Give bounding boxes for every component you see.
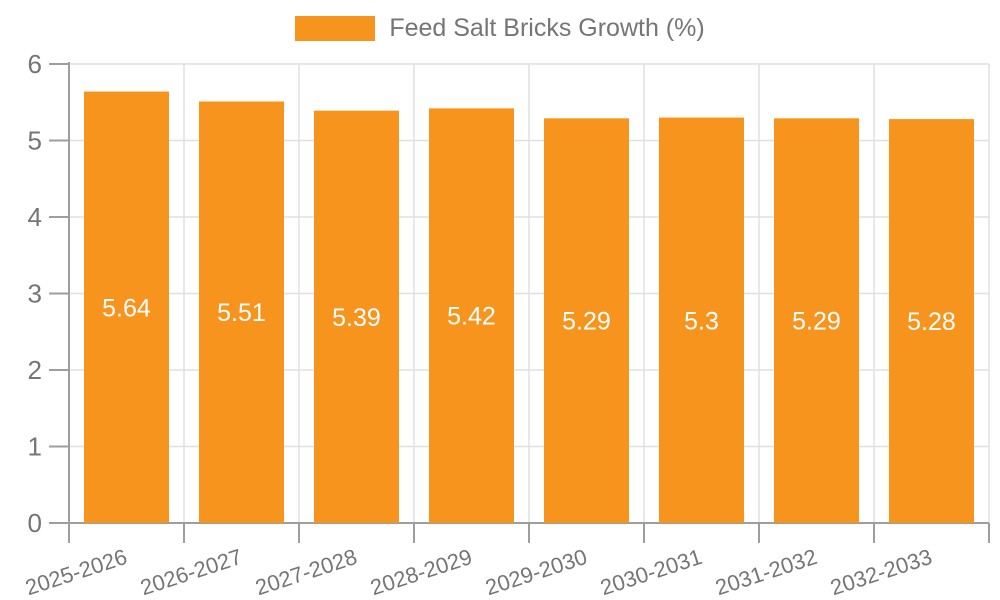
- legend-label: Feed Salt Bricks Growth (%): [389, 14, 705, 42]
- y-axis-tick-label: 4: [28, 202, 42, 232]
- legend-swatch: [295, 16, 376, 41]
- bar: [314, 110, 399, 523]
- bar-value-label: 5.51: [217, 299, 266, 327]
- x-axis-tick-label: 2027-2028: [252, 544, 360, 600]
- x-axis-tick-label: 2031-2032: [712, 544, 820, 600]
- y-axis-tick-label: 6: [28, 49, 42, 79]
- bar-value-label: 5.42: [447, 303, 496, 331]
- legend-item[interactable]: Feed Salt Bricks Growth (%): [295, 14, 705, 42]
- bar: [84, 91, 169, 523]
- bar: [774, 118, 859, 523]
- x-axis-tick-label: 2029-2030: [482, 544, 590, 600]
- bar: [199, 101, 284, 524]
- x-axis-tick-label: 2032-2033: [827, 544, 935, 600]
- bar-value-label: 5.64: [102, 294, 151, 322]
- bar-value-label: 5.29: [792, 308, 841, 336]
- x-axis-tick-label: 2026-2027: [137, 544, 245, 600]
- y-axis-tick-label: 1: [28, 432, 42, 462]
- y-axis-tick-label: 5: [28, 126, 42, 156]
- bar-value-label: 5.29: [562, 308, 611, 336]
- bar: [659, 117, 744, 524]
- y-axis-tick-label: 0: [28, 508, 42, 538]
- bar-value-label: 5.39: [332, 304, 381, 332]
- y-axis-tick-label: 3: [28, 279, 42, 309]
- bar-value-label: 5.3: [684, 307, 719, 335]
- bar-value-label: 5.28: [907, 308, 956, 336]
- x-axis-tick-label: 2025-2026: [22, 544, 130, 600]
- bar: [429, 108, 514, 524]
- x-axis-tick-label: 2030-2031: [597, 544, 705, 600]
- x-axis-tick-label: 2028-2029: [367, 544, 475, 600]
- legend: Feed Salt Bricks Growth (%): [0, 16, 1000, 41]
- bar: [544, 118, 629, 523]
- bar: [889, 119, 974, 523]
- y-axis-tick-label: 2: [28, 355, 42, 385]
